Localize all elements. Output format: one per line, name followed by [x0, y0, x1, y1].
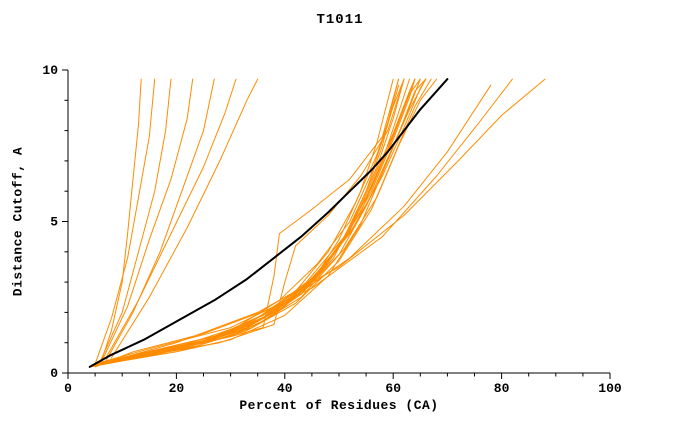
- y-axis-label: Distance Cutoff, A: [10, 146, 26, 297]
- series-line-orange-06: [105, 78, 237, 359]
- series-line-orange-21: [100, 78, 427, 363]
- series-line-orange-16: [89, 78, 421, 368]
- series-group: [88, 78, 546, 368]
- x-axis-label: Percent of Residues (CA): [239, 398, 439, 413]
- series-line-orange-19: [94, 78, 427, 365]
- series-line-orange-24: [89, 78, 405, 368]
- series-line-orange-18: [89, 78, 427, 368]
- series-line-orange-22: [89, 78, 438, 368]
- series-line-orange-03: [100, 78, 172, 362]
- series-line-orange-02: [94, 78, 156, 365]
- x-tick-label: 20: [169, 381, 185, 396]
- x-tick-label: 0: [64, 381, 72, 396]
- series-line-orange-25: [94, 78, 416, 366]
- series-line-orange-04: [100, 78, 194, 365]
- x-tick-label: 60: [385, 381, 401, 396]
- series-line-orange-26: [94, 78, 513, 365]
- axes-group: 0 20 40 60 80 100 0 5 10: [42, 63, 622, 396]
- series-line-orange-17: [100, 78, 421, 365]
- series-line-orange-05: [105, 78, 215, 362]
- y-tick-label: 0: [50, 366, 58, 381]
- y-tick-label: 10: [42, 63, 58, 78]
- series-line-orange-01: [100, 78, 142, 365]
- series-line-orange-27: [100, 78, 546, 365]
- x-tick-label: 80: [494, 381, 510, 396]
- chart-title: T1011: [316, 12, 364, 28]
- series-line-black-reference: [88, 78, 449, 368]
- x-tick-label: 100: [598, 381, 622, 396]
- series-line-orange-15: [94, 78, 416, 365]
- series-line-orange-20: [89, 78, 432, 368]
- x-tick-label: 40: [277, 381, 293, 396]
- y-tick-label: 5: [50, 215, 58, 230]
- series-line-orange-07: [110, 78, 259, 359]
- series-line-orange-28: [94, 84, 492, 368]
